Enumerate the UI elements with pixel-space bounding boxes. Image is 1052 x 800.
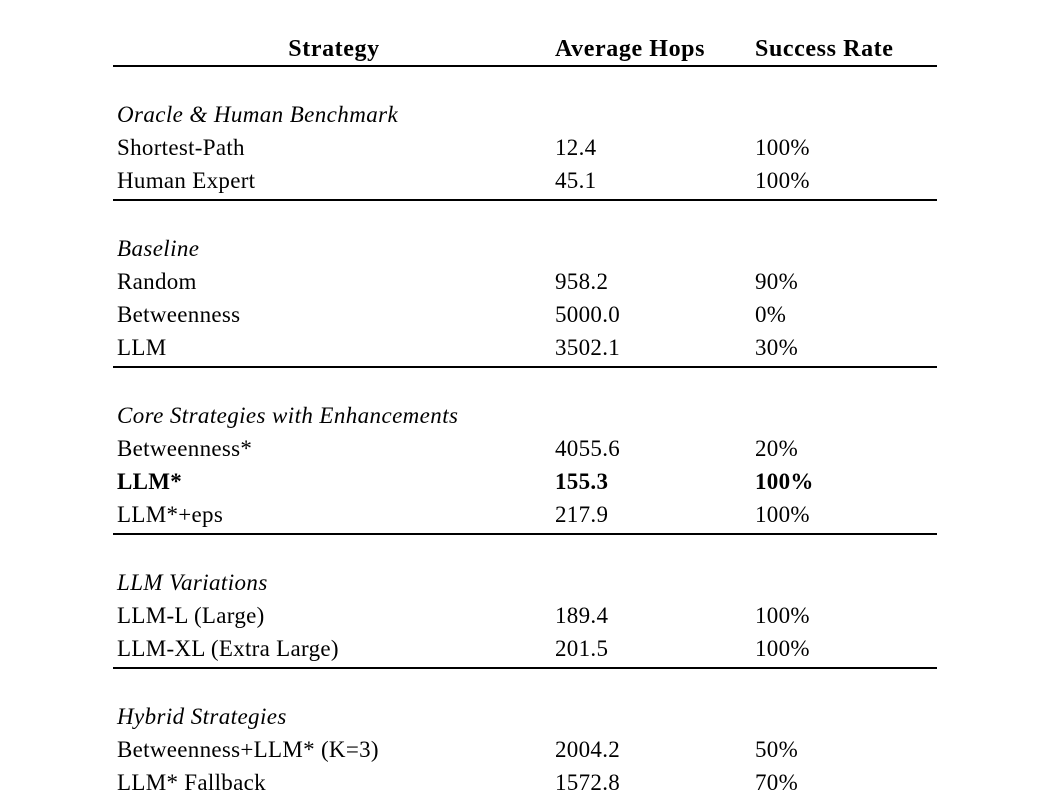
table-row-highlighted: LLM* 155.3 100% [113,465,937,498]
cell-success: 30% [755,335,799,360]
cell-hops: 3502.1 [555,335,621,360]
cell-hops: 201.5 [555,636,609,661]
section-baseline: Baseline Random 958.2 90% Betweenness 50… [113,201,937,368]
cell-hops: 4055.6 [555,436,621,461]
section-core-strategies: Core Strategies with Enhancements Betwee… [113,368,937,535]
cell-success: 100% [755,168,810,193]
cell-success: 100% [755,603,810,628]
cell-success: 0% [755,302,787,327]
table-row: LLM 3502.1 30% [113,331,937,364]
cell-strategy: Shortest-Path [117,135,245,160]
cell-hops: 12.4 [555,135,597,160]
column-header-success-rate: Success Rate [755,36,894,62]
cell-strategy: LLM*+eps [117,502,224,527]
results-table: Strategy Average Hops Success Rate Oracl… [113,0,937,800]
table-row: Betweenness* 4055.6 20% [113,432,937,465]
cell-hops: 958.2 [555,269,609,294]
table-row: Betweenness 5000.0 0% [113,298,937,331]
table-row: Human Expert 45.1 100% [113,164,937,197]
section-header: Core Strategies with Enhancements [117,403,459,428]
cell-strategy: LLM-L (Large) [117,603,265,628]
cell-success: 100% [755,469,814,494]
cell-strategy: Betweenness+LLM* (K=3) [117,737,379,762]
section-oracle-human-benchmark: Oracle & Human Benchmark Shortest-Path 1… [113,67,937,201]
cell-hops: 5000.0 [555,302,621,327]
cell-strategy: LLM* [117,469,183,494]
table-row: Random 958.2 90% [113,265,937,298]
cell-hops: 1572.8 [555,770,621,795]
cell-strategy: LLM-XL (Extra Large) [117,636,339,661]
cell-hops: 217.9 [555,502,609,527]
table-row: LLM*+eps 217.9 100% [113,498,937,531]
cell-success: 100% [755,636,810,661]
cell-hops: 189.4 [555,603,609,628]
cell-success: 70% [755,770,799,795]
cell-hops: 45.1 [555,168,597,193]
table-row: Betweenness+LLM* (K=3) 2004.2 50% [113,733,937,766]
cell-hops: 2004.2 [555,737,621,762]
section-header: Hybrid Strategies [117,704,287,729]
cell-strategy: LLM* Fallback [117,770,266,795]
cell-success: 50% [755,737,799,762]
cell-strategy: LLM [117,335,167,360]
cell-success: 100% [755,135,810,160]
section-header: LLM Variations [117,570,268,595]
cell-success: 20% [755,436,799,461]
cell-hops: 155.3 [555,469,609,494]
table-header-row: Strategy Average Hops Success Rate [113,31,937,67]
section-header: Oracle & Human Benchmark [117,102,399,127]
table-row: Shortest-Path 12.4 100% [113,131,937,164]
cell-success: 100% [755,502,810,527]
section-llm-variations: LLM Variations LLM-L (Large) 189.4 100% … [113,535,937,669]
cell-strategy: Human Expert [117,168,256,193]
column-header-strategy: Strategy [288,36,380,62]
cell-success: 90% [755,269,799,294]
table-row: LLM-L (Large) 189.4 100% [113,599,937,632]
cell-strategy: Random [117,269,197,294]
cell-strategy: Betweenness* [117,436,253,461]
column-header-average-hops: Average Hops [555,36,706,62]
table-row: LLM-XL (Extra Large) 201.5 100% [113,632,937,665]
cell-strategy: Betweenness [117,302,241,327]
table-row: LLM* Fallback 1572.8 70% [113,766,937,799]
section-header: Baseline [117,236,200,261]
section-hybrid-strategies: Hybrid Strategies Betweenness+LLM* (K=3)… [113,669,937,800]
